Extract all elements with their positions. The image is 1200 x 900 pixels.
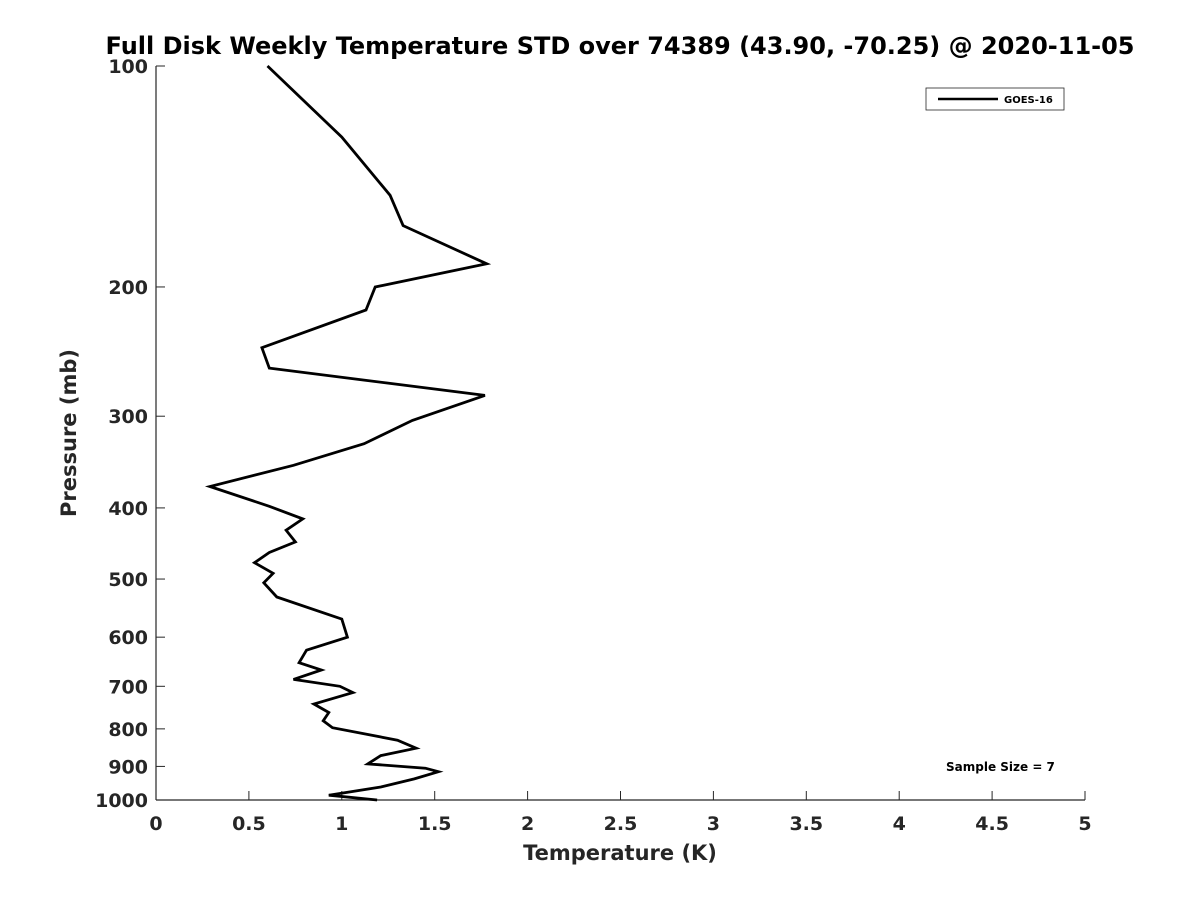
- x-tick-label: 2.5: [604, 813, 638, 835]
- y-tick-label: 1000: [95, 790, 148, 812]
- x-tick-label: 4: [893, 813, 906, 835]
- x-tick-label: 3: [707, 813, 720, 835]
- x-tick-label: 2: [521, 813, 534, 835]
- series-group: [204, 64, 492, 802]
- y-tick-label: 900: [108, 756, 148, 778]
- y-tick-label: 600: [108, 627, 148, 649]
- x-tick-label: 0.5: [232, 813, 266, 835]
- y-tick-label: 100: [108, 56, 148, 78]
- legend: GOES-16: [925, 87, 1065, 111]
- x-tick-label: 1: [335, 813, 348, 835]
- y-tick-label: 300: [108, 406, 148, 428]
- y-tick-label: 700: [108, 676, 148, 698]
- legend-label-goes-16: GOES-16: [1004, 95, 1053, 106]
- x-axis-label: Temperature (K): [523, 841, 717, 865]
- x-tick-label: 0: [149, 813, 162, 835]
- y-tick-label: 800: [108, 719, 148, 741]
- sample-size-annotation: Sample Size = 7: [946, 760, 1055, 774]
- y-axis-ticks: 100 200 300 400 500 600 700 800 900 1000: [95, 56, 165, 812]
- y-tick-label: 500: [108, 569, 148, 591]
- plot-area: [155, 66, 1085, 801]
- x-axis-ticks: 0 0.5 1 1.5 2 2.5 3 3.5 4 4.5 5: [149, 791, 1092, 835]
- y-axis-label: Pressure (mb): [57, 349, 81, 517]
- x-tick-label: 3.5: [789, 813, 823, 835]
- x-tick-label: 5: [1078, 813, 1091, 835]
- y-tick-label: 400: [108, 498, 148, 520]
- x-tick-label: 4.5: [975, 813, 1009, 835]
- chart-title: Full Disk Weekly Temperature STD over 74…: [106, 32, 1135, 60]
- x-tick-label: 1.5: [418, 813, 452, 835]
- y-tick-label: 200: [108, 277, 148, 299]
- series-line-goes-16: [204, 64, 492, 802]
